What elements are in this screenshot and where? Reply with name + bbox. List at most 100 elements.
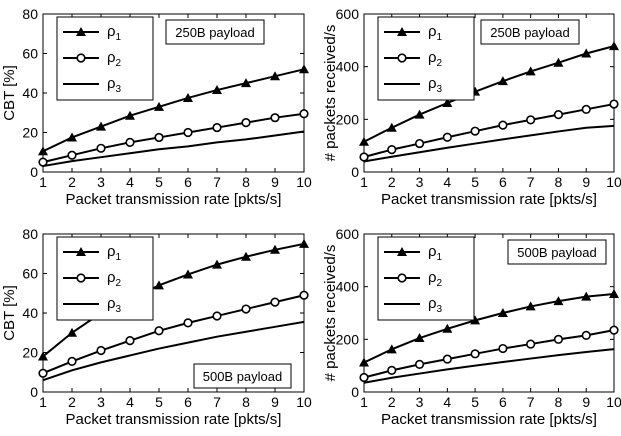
data-point-circle [387,365,397,376]
y-axis-label: # packets received/s [322,245,339,382]
data-point-triangle [38,146,48,156]
y-tick-label: 400 [336,59,360,75]
x-tick-label: 3 [97,174,105,190]
data-point-circle [212,311,222,321]
y-tick-label: 80 [22,226,38,242]
legend-marker-triangle [397,27,407,36]
data-point-circle [96,143,106,153]
legend-label: ρ2 [428,49,443,69]
data-point-circle [414,359,425,369]
data-point-triangle [414,333,425,343]
payload-annotation-box [507,239,607,265]
data-point-circle [359,152,369,162]
plot-frame [363,233,615,393]
x-tick-label: 5 [155,174,163,190]
y-tick-label: 600 [336,226,360,242]
data-point-circle [442,354,452,364]
x-axis-label: Packet transmission rate [pkts/s] [66,191,282,208]
data-point-triangle [470,315,481,325]
data-point-circle [609,325,619,335]
x-tick-label: 1 [360,394,368,410]
legend-label: ρ1 [107,243,122,263]
data-point-circle [125,336,135,346]
x-tick-label: 9 [582,394,590,410]
series-line-1 [363,293,615,364]
data-point-triangle [299,238,309,248]
data-point-circle [67,150,77,160]
y-tick-label: 60 [22,266,38,282]
x-tick-label: 3 [416,394,424,410]
x-tick-label: 6 [499,174,507,190]
x-tick-label: 3 [416,174,424,190]
data-point-circle [470,126,480,136]
data-point-triangle [609,41,619,51]
data-point-circle [125,137,135,147]
chart-panel-1: 1 2 3 4 5 6 7 8 9 10 0 20 40 60 80 Packet transmission … [1,6,312,208]
y-tick-label: 60 [22,46,38,62]
legend-marker-triangle [76,27,86,36]
x-tick-label: 1 [360,174,368,190]
x-tick-label: 4 [126,394,134,410]
series-line-2 [363,103,615,158]
legend-marker-circle [397,53,407,63]
payload-annotation: 500B payload [517,245,597,260]
data-point-triangle [299,64,309,74]
y-tick-label: 40 [22,85,38,101]
data-point-triangle [270,244,280,254]
data-point-triangle [581,291,592,301]
legend-label: ρ1 [428,243,443,263]
data-point-circle [67,356,77,366]
y-tick-label: 0 [351,384,359,400]
data-point-triangle [270,71,280,81]
x-tick-label: 6 [499,394,507,410]
payload-annotation: 250B payload [175,25,255,40]
series-line-1 [42,68,305,153]
data-point-circle [38,368,48,378]
x-tick-label: 7 [527,174,535,190]
data-point-circle [553,334,564,344]
x-tick-label: 10 [606,174,621,190]
y-tick-label: 400 [336,279,360,295]
data-point-triangle [67,327,77,337]
data-point-triangle [241,78,251,88]
data-point-circle [183,318,193,328]
data-point-circle [581,104,591,114]
data-point-triangle [359,136,369,146]
data-point-triangle [581,48,592,58]
x-tick-label: 2 [68,394,76,410]
legend-marker-circle [76,273,86,283]
series-line-3 [363,124,615,163]
x-tick-label: 5 [471,174,479,190]
x-tick-label: 5 [155,394,163,410]
chart-panel-3: 1 2 3 4 5 6 7 8 9 10 0 20 40 60 80 Packet transmission … [1,226,312,428]
legend-label: ρ2 [107,49,122,69]
data-point-circle [212,122,222,133]
x-tick-label: 4 [443,174,451,190]
data-point-triangle [497,308,508,317]
y-tick-label: 0 [30,384,38,400]
x-tick-label: 2 [68,174,76,190]
x-tick-label: 9 [582,174,590,190]
data-point-circle [553,109,564,120]
y-tick-label: 80 [22,6,38,22]
x-tick-label: 10 [296,174,312,190]
legend: ρ1 ρ2 ρ3 [377,16,475,101]
series-line-1 [42,242,305,358]
y-tick-label: 0 [30,164,38,180]
x-tick-label: 4 [126,174,134,190]
payload-annotation: 250B payload [490,25,570,40]
plot-frame [363,13,615,173]
data-point-circle [270,113,280,123]
series-line-1 [363,45,615,143]
data-point-circle [183,127,193,138]
data-point-triangle [96,121,106,131]
data-point-triangle [67,132,77,142]
data-point-circle [270,297,280,307]
data-point-circle [470,349,480,359]
data-point-triangle [442,323,453,333]
data-point-circle [154,132,164,143]
data-point-circle [498,120,508,130]
x-tick-label: 7 [213,394,221,410]
data-point-triangle [359,357,369,367]
